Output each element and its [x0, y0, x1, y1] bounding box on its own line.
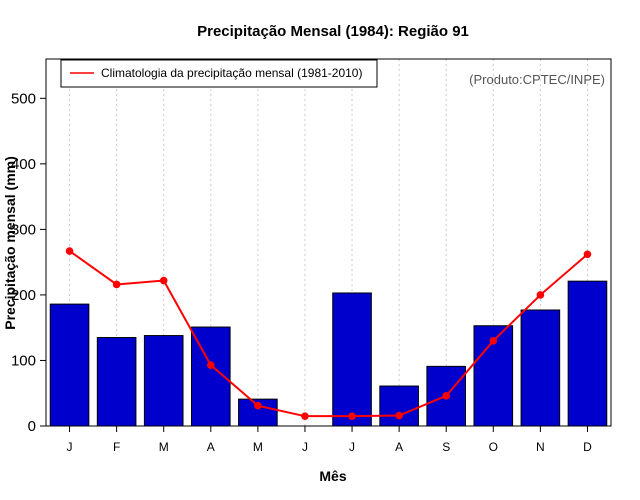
- chart-title: Precipitação Mensal (1984): Região 91: [197, 23, 469, 40]
- x-tick-label: F: [113, 440, 120, 454]
- climatology-point: [395, 411, 403, 420]
- climatology-point: [348, 412, 356, 420]
- y-axis-label: Precipitação mensal (mm): [2, 156, 18, 330]
- legend-box: [60, 59, 378, 88]
- y-axis: 0 100 200 300 400 500: [11, 90, 46, 435]
- y-tick-label: 200: [11, 287, 36, 304]
- bar-series: [49, 280, 608, 427]
- climatology-line: [68, 250, 589, 418]
- bar: [143, 335, 184, 427]
- x-tick-label: N: [536, 440, 545, 454]
- y-tick-label: 500: [11, 90, 36, 107]
- x-tick-label: A: [207, 440, 215, 454]
- x-tick-label: J: [349, 440, 355, 454]
- climatology-series: [65, 247, 592, 420]
- climatology-point: [301, 412, 309, 420]
- bar: [379, 385, 419, 427]
- y-tick-label: 300: [11, 221, 36, 238]
- x-tick-label: M: [253, 440, 263, 454]
- x-tick-label: S: [442, 440, 450, 454]
- bar: [96, 337, 137, 427]
- climatology-point: [254, 401, 262, 410]
- plot-frame: [45, 58, 612, 427]
- x-tick-label: D: [583, 440, 592, 454]
- climatology-point: [112, 280, 121, 289]
- climatology-point: [206, 361, 215, 369]
- bar: [473, 325, 514, 427]
- y-tick-label: 400: [11, 156, 36, 173]
- climatology-point: [442, 392, 451, 400]
- y-tick-label: 0: [28, 418, 36, 435]
- x-tick-label: M: [159, 440, 169, 454]
- bar: [567, 280, 608, 427]
- bar: [520, 309, 561, 427]
- y-tick-label: 100: [11, 352, 36, 369]
- legend-label: Climatologia da precipitação mensal (198…: [101, 66, 362, 80]
- climatology-point: [536, 291, 545, 299]
- climatology-point: [65, 247, 74, 255]
- legend: Climatologia da precipitação mensal (198…: [60, 59, 378, 88]
- x-tick-label: J: [302, 440, 308, 454]
- climatology-point: [583, 250, 592, 259]
- climatology-point: [159, 276, 168, 285]
- x-tick-label: J: [67, 440, 73, 454]
- product-credit: (Produto:CPTEC/INPE): [469, 72, 605, 87]
- x-axis-label: Mês: [319, 468, 346, 484]
- x-tick-label: A: [395, 440, 403, 454]
- climatology-point: [489, 337, 498, 345]
- bar: [49, 303, 90, 427]
- bar: [332, 292, 372, 427]
- x-tick-label: O: [489, 440, 498, 454]
